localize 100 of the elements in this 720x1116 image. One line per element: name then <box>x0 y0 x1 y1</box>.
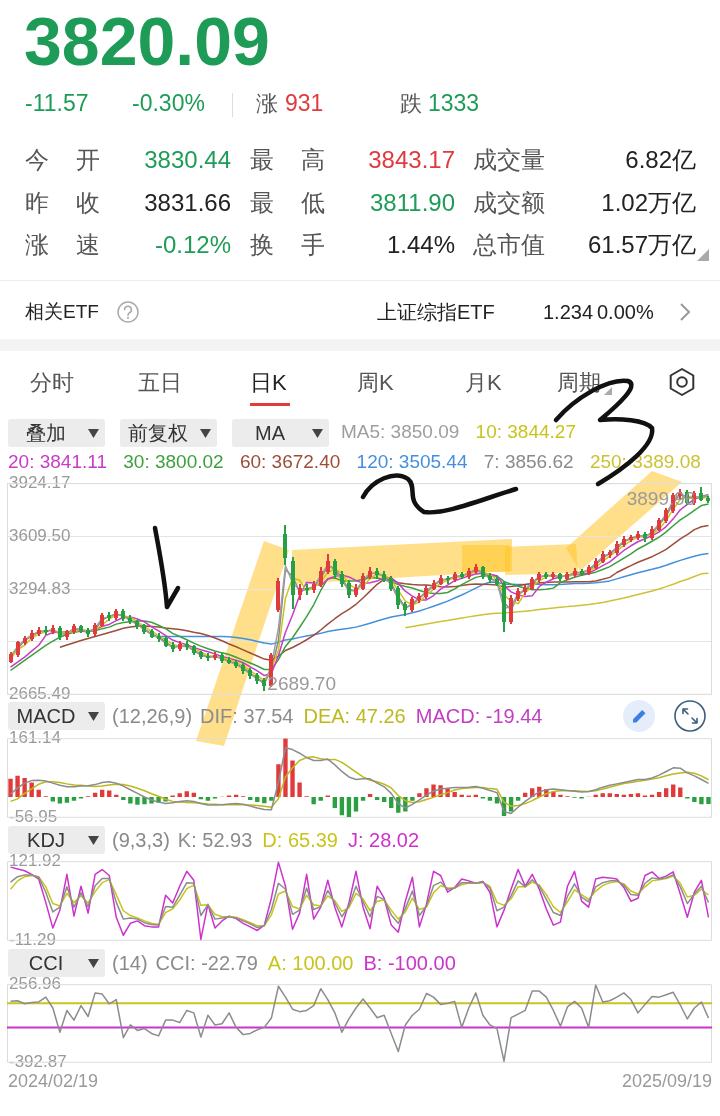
pencil-icon[interactable] <box>623 700 655 732</box>
text: 总市值 <box>473 230 545 260</box>
text: 30: 3800.02 <box>123 450 224 474</box>
dropdown-button[interactable] <box>8 826 105 854</box>
bar <box>339 796 345 815</box>
text: 相关ETF <box>25 300 99 324</box>
text: -11.57 <box>25 90 89 118</box>
text: 月K <box>465 369 502 397</box>
text: 涨 <box>256 90 278 118</box>
series-label: DEA: 47.26 <box>303 704 406 728</box>
chart-subtitle: (9,3,3) <box>112 828 170 852</box>
text: 周K <box>357 369 394 397</box>
bar <box>332 796 338 808</box>
text: 3811.90 <box>370 188 455 218</box>
bar <box>269 796 274 801</box>
text: 涨速 <box>25 230 100 260</box>
chart-title: MA <box>254 421 286 446</box>
text: MACD: -19.44 <box>415 704 543 728</box>
bar <box>410 796 415 801</box>
y-tick-label: -11.29 <box>9 930 56 950</box>
text: 前复权 <box>127 421 189 446</box>
text: 60: 3672.40 <box>239 450 341 474</box>
ref-line-label: A: 100.00 <box>267 951 354 975</box>
bar <box>360 796 366 801</box>
text: 61.57万亿 <box>587 230 696 260</box>
text: 上证综指ETF <box>377 300 495 324</box>
bar <box>487 796 493 801</box>
dropdown-button[interactable] <box>120 419 217 447</box>
bar <box>417 792 422 797</box>
bar <box>121 796 126 800</box>
annotation: 2689.70 <box>267 672 337 694</box>
dropdown-button[interactable] <box>8 949 105 977</box>
chart-title: CCI <box>27 951 65 976</box>
text: MA5: 3850.09 <box>341 420 460 444</box>
bar <box>311 796 316 804</box>
bar <box>107 789 112 797</box>
bar <box>692 796 697 802</box>
text: 跌 <box>400 90 422 118</box>
bar <box>452 791 457 797</box>
text: 0.00% <box>597 300 654 324</box>
bar <box>699 796 704 804</box>
settings-icon[interactable] <box>668 367 696 397</box>
bar <box>248 796 253 800</box>
chart-subtitle: (14) <box>112 951 148 975</box>
y-tick-label: 3924.17 <box>9 472 71 492</box>
bar <box>128 796 133 804</box>
text: 120: 3505.44 <box>356 450 468 474</box>
bar <box>558 794 563 797</box>
text: 成交额 <box>473 188 545 218</box>
text: 日K <box>250 369 287 397</box>
bar <box>389 796 394 808</box>
bar <box>71 796 77 801</box>
series-label: CCI: -22.79 <box>155 951 258 975</box>
text: 昨收 <box>25 188 100 218</box>
text: 分时 <box>30 369 74 397</box>
dropdown-button[interactable] <box>232 419 329 447</box>
bar <box>663 787 669 797</box>
bar <box>177 792 182 797</box>
bar <box>494 796 500 804</box>
bar <box>15 775 20 797</box>
dropdown-button[interactable] <box>8 419 105 447</box>
expand-icon[interactable] <box>674 700 706 732</box>
y-tick-label: 121.92 <box>9 850 61 870</box>
text: 最高 <box>250 145 325 175</box>
bar <box>381 796 387 802</box>
y-tick-label: 161.14 <box>9 727 61 747</box>
bar <box>515 796 521 801</box>
bar <box>255 796 260 802</box>
text: 10: 3844.27 <box>475 420 576 444</box>
series-label: K: 52.93 <box>177 828 253 852</box>
bar <box>600 792 605 797</box>
y-tick-label: 3294.83 <box>9 578 71 598</box>
y-tick-label: 3609.50 <box>9 525 71 545</box>
text: 931 <box>285 90 324 118</box>
text: 2025/09/19 <box>621 1071 712 1093</box>
y-tick-label: -56.95 <box>9 806 58 826</box>
chevron-right-icon[interactable] <box>680 303 690 321</box>
text: D: 65.39 <box>262 828 338 852</box>
bar <box>635 792 641 797</box>
y-tick-label: 256.96 <box>9 973 61 993</box>
dropdown-button[interactable] <box>8 702 105 730</box>
text: 成交量 <box>473 145 545 175</box>
y-tick-label: -392.87 <box>9 1052 67 1072</box>
series-label: J: 28.02 <box>347 828 420 852</box>
bar <box>205 796 211 801</box>
bar <box>184 790 189 797</box>
bar <box>593 794 598 797</box>
bar <box>64 796 70 803</box>
bar <box>57 796 63 804</box>
bar <box>353 796 359 812</box>
text: 最低 <box>250 188 325 218</box>
text: 1.234 <box>543 300 594 324</box>
bar <box>374 796 380 800</box>
bar <box>656 791 662 797</box>
text: 3831.66 <box>144 188 231 218</box>
bar <box>290 760 295 797</box>
bar <box>706 796 711 804</box>
text: 五日 <box>138 369 182 397</box>
text: 1.02万亿 <box>601 188 696 218</box>
text: 叠加 <box>25 421 67 446</box>
